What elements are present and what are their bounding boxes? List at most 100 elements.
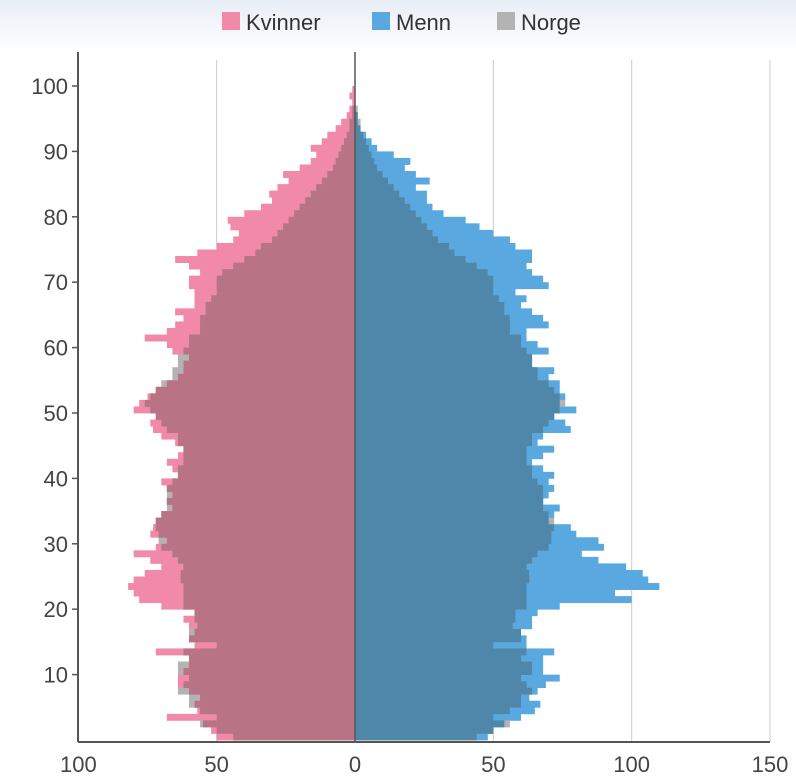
- bar-overlap-menn: [355, 596, 527, 604]
- x-tick-label: 150: [752, 752, 789, 777]
- bar-overlap-menn: [355, 511, 549, 519]
- bar-overlap-kvinner: [197, 622, 355, 630]
- bar-overlap-kvinner: [183, 458, 355, 466]
- bar-overlap-kvinner: [166, 537, 355, 545]
- bar-overlap-kvinner: [155, 413, 355, 420]
- bar-overlap-kvinner: [277, 229, 355, 237]
- bar-overlap-kvinner: [200, 314, 355, 322]
- bar-overlap-kvinner: [172, 491, 355, 499]
- y-axis-ticks: 10 20 30 40 50 60 70 80 90 100: [31, 74, 78, 688]
- x-axis-ticks: 100 50 0 50 100 150: [60, 752, 788, 777]
- legend-item-norge[interactable]: Norge: [497, 10, 581, 35]
- bar-overlap-kvinner: [205, 301, 355, 309]
- bar-overlap-menn: [355, 242, 450, 250]
- bar-overlap-kvinner: [177, 556, 355, 564]
- bar-overlap-kvinner: [194, 609, 355, 617]
- y-tick-label: 90: [44, 139, 68, 164]
- bar-overlap-menn: [355, 517, 549, 525]
- bar-overlap-kvinner: [194, 615, 355, 623]
- bar-overlap-menn: [355, 700, 521, 708]
- bar-overlap-kvinner: [183, 668, 355, 675]
- y-tick-label: 100: [31, 74, 68, 99]
- bar-overlap-kvinner: [327, 171, 355, 178]
- bar-overlap-kvinner: [255, 249, 355, 257]
- legend-swatch: [372, 12, 390, 30]
- bar-overlap-kvinner: [189, 635, 355, 643]
- bar-overlap-kvinner: [288, 216, 355, 224]
- bar-overlap-kvinner: [349, 125, 355, 133]
- bar-overlap-kvinner: [349, 118, 355, 126]
- bar-overlap-kvinner: [216, 282, 355, 290]
- legend-item-kvinner[interactable]: Kvinner: [222, 10, 321, 35]
- bar-overlap-menn: [355, 733, 477, 741]
- bar-kvinner: [352, 86, 355, 93]
- bar-overlap-kvinner: [183, 452, 355, 460]
- bar-norge: [355, 105, 358, 113]
- bar-menn: [355, 177, 430, 185]
- x-tick-label: 100: [60, 752, 97, 777]
- bar-overlap-kvinner: [189, 654, 355, 662]
- bar-overlap-kvinner: [166, 498, 355, 505]
- bar-overlap-kvinner: [177, 432, 355, 440]
- bar-overlap-menn: [355, 654, 521, 662]
- bar-overlap-kvinner: [155, 517, 355, 525]
- bar-overlap-menn: [355, 432, 533, 440]
- bar-overlap-menn: [355, 550, 538, 558]
- bar-overlap-kvinner: [260, 242, 355, 250]
- y-tick-label: 50: [44, 401, 68, 426]
- bar-overlap-kvinner: [155, 386, 355, 394]
- bar-overlap-menn: [355, 569, 530, 577]
- bar-overlap-kvinner: [172, 478, 355, 486]
- bar-overlap-kvinner: [177, 471, 355, 479]
- bar-overlap-kvinner: [299, 203, 355, 211]
- bar-overlap-menn: [355, 478, 538, 486]
- bar-overlap-kvinner: [200, 707, 355, 715]
- bar-overlap-kvinner: [305, 197, 355, 205]
- bar-overlap-menn: [355, 452, 527, 460]
- bar-overlap-menn: [355, 164, 378, 172]
- bar-overlap-menn: [355, 543, 549, 551]
- bar-overlap-kvinner: [194, 700, 355, 708]
- bar-overlap-kvinner: [166, 484, 355, 492]
- y-tick-label: 60: [44, 336, 68, 361]
- legend-item-menn[interactable]: Menn: [372, 10, 451, 35]
- bar-overlap-kvinner: [200, 321, 355, 329]
- bar-overlap-menn: [355, 203, 411, 211]
- bar-overlap-menn: [355, 249, 455, 257]
- bar-overlap-kvinner: [216, 275, 355, 283]
- bar-overlap-kvinner: [283, 223, 355, 231]
- axes: [77, 52, 770, 743]
- bar-overlap-kvinner: [183, 563, 355, 571]
- bar-overlap-menn: [355, 694, 521, 702]
- bar-overlap-menn: [355, 157, 375, 165]
- bar-overlap-menn: [355, 275, 494, 283]
- bar-overlap-menn: [355, 589, 527, 597]
- bar-overlap-kvinner: [183, 347, 355, 355]
- y-tick-label: 10: [44, 663, 68, 688]
- bar-overlap-menn: [355, 504, 544, 512]
- bar-overlap-kvinner: [180, 569, 355, 577]
- bar-overlap-menn: [355, 131, 364, 139]
- bar-overlap-menn: [355, 288, 494, 296]
- bar-overlap-kvinner: [189, 687, 355, 695]
- y-tick-label: 80: [44, 205, 68, 230]
- bar-kvinner: [352, 99, 355, 107]
- bar-overlap-kvinner: [150, 406, 355, 414]
- bar-kvinner: [327, 131, 355, 139]
- bar-menn: [355, 157, 411, 165]
- bar-overlap-menn: [355, 537, 552, 545]
- bar-overlap-kvinner: [216, 288, 355, 296]
- bar-overlap-kvinner: [189, 354, 355, 362]
- bar-overlap-menn: [355, 563, 527, 571]
- bar-kvinner: [321, 138, 355, 146]
- bar-overlap-kvinner: [189, 334, 355, 342]
- bar-overlap-menn: [355, 216, 422, 224]
- bar-overlap-kvinner: [335, 157, 355, 165]
- bar-overlap-kvinner: [161, 419, 355, 427]
- bar-overlap-kvinner: [183, 602, 355, 610]
- bar-overlap-kvinner: [183, 648, 355, 656]
- legend-label: Menn: [396, 10, 451, 35]
- bar-overlap-menn: [355, 177, 389, 185]
- bar-overlap-menn: [355, 262, 477, 270]
- x-tick-label: 100: [613, 752, 650, 777]
